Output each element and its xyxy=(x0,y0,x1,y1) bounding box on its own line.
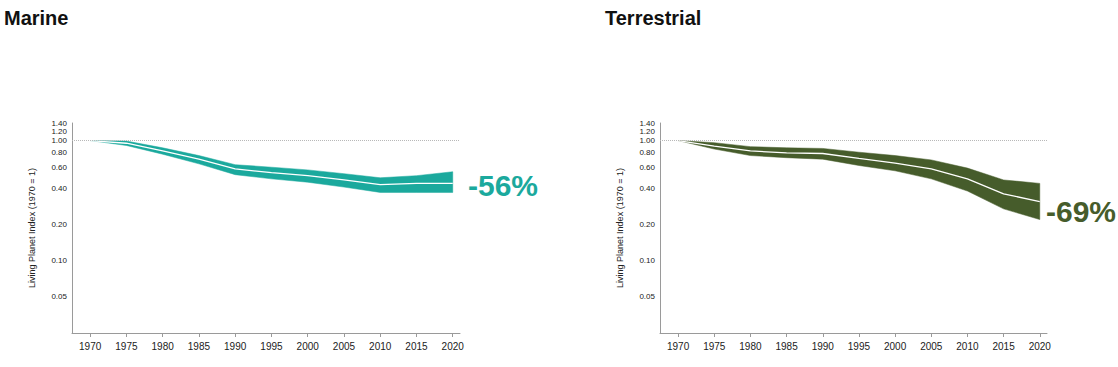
svg-text:1.00: 1.00 xyxy=(51,136,67,145)
svg-text:0.40: 0.40 xyxy=(51,184,67,193)
svg-text:0.10: 0.10 xyxy=(51,256,67,265)
svg-text:1985: 1985 xyxy=(188,341,211,352)
svg-text:1970: 1970 xyxy=(667,341,690,352)
svg-text:1.00: 1.00 xyxy=(639,136,655,145)
svg-text:1980: 1980 xyxy=(152,341,175,352)
svg-text:0.60: 0.60 xyxy=(51,163,67,172)
svg-text:0.40: 0.40 xyxy=(639,184,655,193)
svg-text:1.20: 1.20 xyxy=(639,127,655,136)
svg-text:1995: 1995 xyxy=(848,341,871,352)
svg-text:0.80: 0.80 xyxy=(51,148,67,157)
svg-text:2020: 2020 xyxy=(1029,341,1052,352)
svg-text:1990: 1990 xyxy=(224,341,247,352)
svg-text:2015: 2015 xyxy=(992,341,1015,352)
svg-text:1995: 1995 xyxy=(260,341,283,352)
svg-text:2000: 2000 xyxy=(297,341,320,352)
svg-text:2005: 2005 xyxy=(333,341,356,352)
svg-text:1.40: 1.40 xyxy=(51,119,67,128)
svg-text:0.05: 0.05 xyxy=(639,292,655,301)
svg-text:1.40: 1.40 xyxy=(639,119,655,128)
svg-text:Terrestrial: Terrestrial xyxy=(605,7,701,29)
svg-text:2000: 2000 xyxy=(884,341,907,352)
svg-text:1975: 1975 xyxy=(703,341,726,352)
svg-text:0.80: 0.80 xyxy=(639,148,655,157)
svg-text:1975: 1975 xyxy=(115,341,138,352)
svg-text:0.20: 0.20 xyxy=(51,220,67,229)
svg-text:1970: 1970 xyxy=(79,341,102,352)
svg-text:1985: 1985 xyxy=(775,341,798,352)
svg-text:0.10: 0.10 xyxy=(639,256,655,265)
svg-text:2020: 2020 xyxy=(442,341,465,352)
svg-text:Living Planet Index (1970 = 1): Living Planet Index (1970 = 1) xyxy=(615,168,625,288)
svg-text:0.20: 0.20 xyxy=(639,220,655,229)
svg-text:-69%: -69% xyxy=(1046,195,1116,228)
svg-text:Living Planet Index (1970 = 1): Living Planet Index (1970 = 1) xyxy=(27,168,37,288)
svg-text:-56%: -56% xyxy=(468,169,538,202)
svg-text:1980: 1980 xyxy=(739,341,762,352)
svg-text:Marine: Marine xyxy=(4,7,68,29)
svg-text:0.05: 0.05 xyxy=(51,292,67,301)
svg-text:2010: 2010 xyxy=(956,341,979,352)
svg-text:2010: 2010 xyxy=(369,341,392,352)
svg-text:1990: 1990 xyxy=(812,341,835,352)
svg-text:0.60: 0.60 xyxy=(639,163,655,172)
svg-text:2015: 2015 xyxy=(405,341,428,352)
svg-text:1.20: 1.20 xyxy=(51,127,67,136)
svg-text:2005: 2005 xyxy=(920,341,943,352)
